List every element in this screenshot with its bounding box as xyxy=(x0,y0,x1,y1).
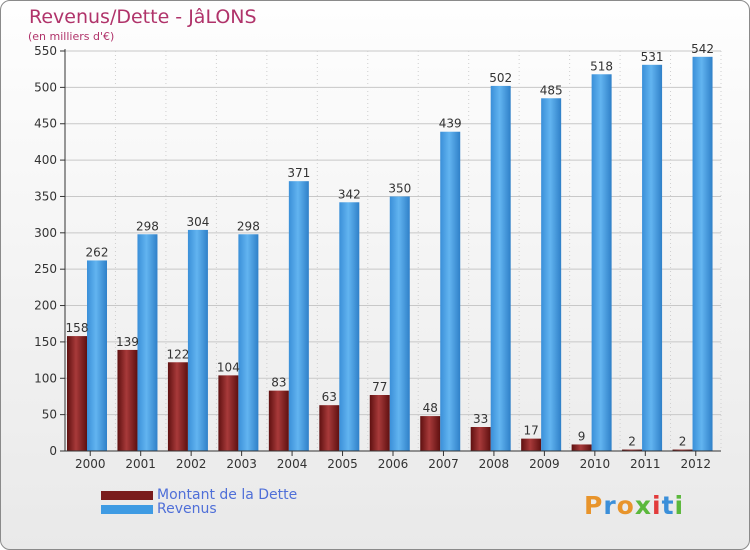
data-label-revenue: 298 xyxy=(136,219,159,233)
data-label-debt: 48 xyxy=(423,401,438,415)
data-label-debt: 2 xyxy=(679,435,687,449)
bar-revenue xyxy=(541,98,562,451)
bar-debt xyxy=(420,416,441,451)
y-tick-label: 100 xyxy=(34,371,57,385)
data-label-revenue: 485 xyxy=(540,83,563,97)
bar-revenue xyxy=(187,229,208,451)
data-label-revenue: 502 xyxy=(489,71,512,85)
data-label-debt: 139 xyxy=(116,335,139,349)
bar-debt xyxy=(369,395,390,451)
chart-title: Revenus/Dette - JâLONS xyxy=(29,6,257,28)
data-label-revenue: 342 xyxy=(338,187,361,201)
data-label-debt: 33 xyxy=(473,412,488,426)
bar-debt xyxy=(67,336,87,451)
y-tick-label: 500 xyxy=(34,80,57,94)
data-label-debt: 104 xyxy=(217,360,240,374)
x-tick-label: 2007 xyxy=(428,457,459,471)
x-tick-label: 2006 xyxy=(378,457,409,471)
bar-debt xyxy=(672,449,693,451)
data-label-revenue: 371 xyxy=(287,166,310,180)
x-tick-label: 2004 xyxy=(277,457,308,471)
y-tick-label: 0 xyxy=(49,444,57,458)
data-label-revenue: 298 xyxy=(237,219,260,233)
x-tick-label: 2009 xyxy=(529,457,560,471)
legend-item-debt: Montant de la Dette xyxy=(101,487,297,503)
bar-revenue xyxy=(339,202,360,451)
proxiti-logo: Proxiti xyxy=(584,491,684,520)
y-tick-label: 400 xyxy=(34,153,57,167)
data-label-debt: 158 xyxy=(66,321,89,335)
x-tick-label: 2005 xyxy=(327,457,358,471)
legend-swatch-revenue xyxy=(101,504,153,514)
logo-letter: i xyxy=(674,491,685,520)
logo-letter: i xyxy=(652,491,662,520)
data-label-debt: 122 xyxy=(166,347,189,361)
x-tick-label: 2010 xyxy=(580,457,611,471)
bar-revenue xyxy=(389,196,410,451)
logo-letter: x xyxy=(634,491,652,520)
logo-letter: o xyxy=(616,491,635,520)
bar-debt xyxy=(117,349,138,451)
y-tick-label: 550 xyxy=(34,44,57,58)
logo-letter: r xyxy=(603,491,617,520)
y-tick-label: 350 xyxy=(34,189,57,203)
bar-revenue xyxy=(490,85,511,451)
data-label-revenue: 350 xyxy=(388,181,411,195)
data-label-debt: 17 xyxy=(524,424,539,438)
bar-debt xyxy=(319,405,340,451)
bar-revenue xyxy=(692,56,713,452)
bar-revenue xyxy=(288,181,309,451)
y-tick-label: 300 xyxy=(34,226,57,240)
bar-debt xyxy=(622,449,643,451)
chart-subtitle: (en milliers d'€) xyxy=(28,30,115,43)
bar-debt xyxy=(571,444,592,451)
data-label-debt: 9 xyxy=(578,429,586,443)
x-tick-label: 2001 xyxy=(125,457,156,471)
bar-revenue xyxy=(137,234,158,451)
y-tick-label: 450 xyxy=(34,117,57,131)
data-label-debt: 63 xyxy=(322,390,337,404)
bar-debt xyxy=(218,375,239,451)
logo-letter: P xyxy=(584,491,604,520)
x-tick-label: 2002 xyxy=(176,457,207,471)
bar-revenue xyxy=(591,74,612,451)
bar-revenue xyxy=(642,64,663,451)
bar-debt xyxy=(268,390,289,451)
data-label-debt: 77 xyxy=(372,380,387,394)
data-label-debt: 2 xyxy=(628,435,636,449)
y-tick-label: 150 xyxy=(34,335,57,349)
legend-swatch-debt xyxy=(101,490,153,500)
data-label-revenue: 262 xyxy=(86,245,109,259)
data-label-revenue: 518 xyxy=(590,59,613,73)
x-tick-label: 2000 xyxy=(75,457,106,471)
bar-debt xyxy=(470,427,491,451)
bar-revenue xyxy=(87,260,107,451)
x-tick-label: 2012 xyxy=(680,457,711,471)
x-tick-label: 2003 xyxy=(226,457,257,471)
bar-revenue xyxy=(440,131,461,451)
data-label-debt: 83 xyxy=(271,376,286,390)
data-label-revenue: 439 xyxy=(439,117,462,131)
y-tick-label: 250 xyxy=(34,262,57,276)
x-tick-label: 2011 xyxy=(630,457,661,471)
data-label-revenue: 304 xyxy=(186,215,209,229)
y-tick-label: 50 xyxy=(42,408,57,422)
legend-label-revenue: Revenus xyxy=(157,501,217,517)
logo-letter: t xyxy=(661,491,675,520)
legend-item-revenue: Revenus xyxy=(101,501,217,517)
y-tick-label: 200 xyxy=(34,299,57,313)
data-label-revenue: 542 xyxy=(691,42,714,56)
data-label-revenue: 531 xyxy=(641,50,664,64)
bar-debt xyxy=(167,362,188,451)
x-tick-label: 2008 xyxy=(479,457,510,471)
bar-revenue xyxy=(238,234,259,451)
legend-label-debt: Montant de la Dette xyxy=(157,487,298,503)
bar-debt xyxy=(521,438,542,451)
